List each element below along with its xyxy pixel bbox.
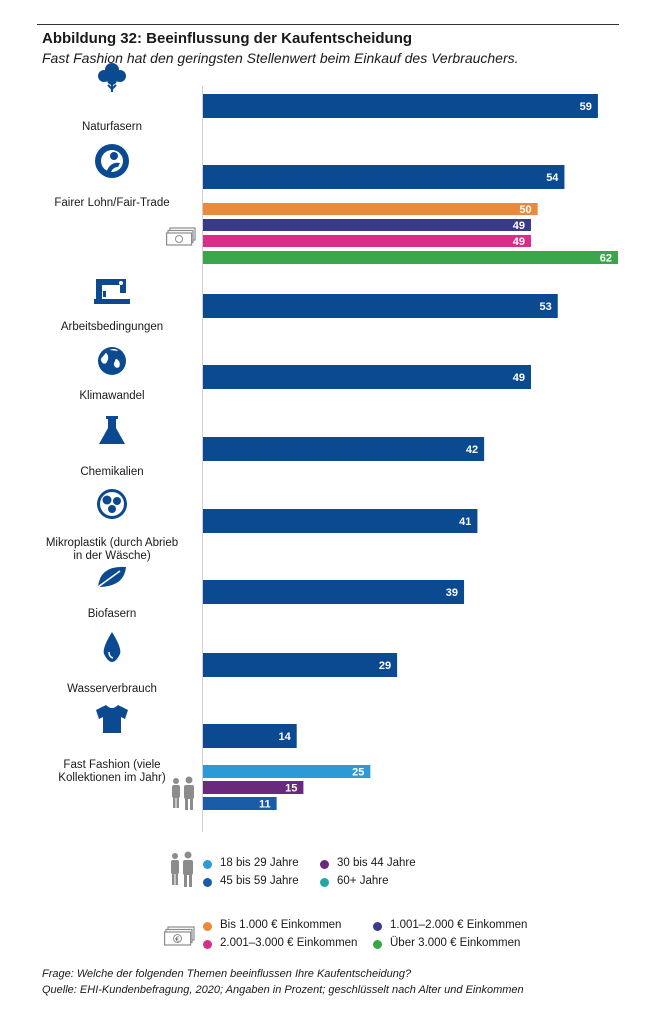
chart-title: Abbildung 32: Beeinflussung der Kaufents… [42, 30, 413, 47]
people-icon [171, 851, 193, 887]
sewing-machine-icon [94, 279, 130, 304]
bar-value-label: 49 [513, 220, 525, 232]
category-label: Biofasern [88, 608, 137, 620]
category-label: Klimawandel [79, 390, 144, 402]
bar-value-label: 15 [285, 783, 297, 795]
bar-total [203, 509, 478, 533]
legend-label: 1.001–2.000 € Einkommen [390, 919, 528, 931]
bar-value-label: 39 [446, 587, 458, 599]
bar-value-label: 29 [379, 660, 391, 672]
bar-total [203, 94, 598, 118]
bar-total [203, 365, 531, 389]
legend-swatch [373, 922, 382, 931]
category-label: Naturfasern [82, 121, 142, 133]
bar-value-label: 62 [600, 253, 612, 265]
bar-total [203, 294, 558, 318]
legend-swatch [320, 878, 329, 887]
water-drop-icon [103, 632, 121, 662]
category-label: Fast Fashion (viele Kollektionen im Jahr) [58, 759, 166, 784]
bar-total [203, 580, 465, 604]
bar-total [203, 653, 398, 677]
bar-inc_2001_3000 [203, 235, 531, 247]
legend-label: 30 bis 44 Jahre [337, 857, 416, 869]
bar-inc_ueber_3000 [203, 251, 618, 264]
chart-subtitle: Fast Fashion hat den geringsten Stellenw… [42, 50, 519, 66]
category-label: Wasserverbrauch [67, 683, 157, 695]
category-label: Chemikalien [80, 466, 143, 478]
bar-age_30_44 [203, 781, 304, 794]
bar-value-label: 11 [259, 799, 271, 811]
legend-label: 60+ Jahre [337, 875, 389, 887]
bar-value-label: 0 [209, 815, 215, 827]
footer-source: Quelle: EHI-Kundenbefragung, 2020; Angab… [42, 984, 524, 996]
legend-label: Bis 1.000 € Einkommen [220, 919, 342, 931]
bar-value-label: 41 [459, 516, 471, 528]
legend-swatch [203, 940, 212, 949]
top-rule [37, 24, 619, 25]
svg-text:€: € [175, 936, 179, 944]
legend-swatch [373, 940, 382, 949]
bar-age_45_59 [203, 797, 277, 810]
bar-age_18_29 [203, 765, 371, 778]
bar-total [203, 437, 485, 461]
tshirt-icon [96, 705, 128, 733]
category-label: Fairer Lohn/Fair-Trade [54, 197, 169, 209]
money-icon: € [164, 926, 195, 946]
legend-label: 45 bis 59 Jahre [220, 875, 299, 887]
bar-value-label: 49 [513, 372, 525, 384]
legend-label: 2.001–3.000 € Einkommen [220, 937, 358, 949]
bar-value-label: 54 [546, 172, 559, 184]
bar-value-label: 50 [519, 204, 531, 216]
flask-icon [99, 416, 125, 444]
legend-label: Über 3.000 € Einkommen [390, 937, 521, 949]
legend-swatch [203, 922, 212, 931]
category-label: Mikroplastik (durch Abrieb in der Wäsche) [46, 537, 178, 562]
legend-label: 18 bis 29 Jahre [220, 857, 299, 869]
bar-value-label: 59 [580, 101, 592, 113]
leaf-icon [97, 566, 126, 588]
people-icon [172, 776, 194, 810]
globe-icon [98, 347, 126, 375]
handshake-icon [95, 144, 129, 178]
bar-total [203, 724, 297, 748]
cotton-plant-icon [98, 63, 126, 92]
bar-inc_1001_2000 [203, 219, 531, 231]
bar-chart: Naturfasern 59 Fairer Lohn/Fair-Trade 54 50 4… [45, 63, 618, 827]
bar-value-label: 49 [513, 236, 525, 248]
bar-inc_bis_1000 [203, 203, 538, 215]
legend-swatch [203, 878, 212, 887]
baseline-axis [202, 86, 203, 832]
bar-total [203, 165, 565, 189]
legend-swatch [320, 860, 329, 869]
footer-question: Frage: Welche der folgenden Themen beein… [42, 968, 412, 980]
bar-value-label: 25 [352, 767, 364, 779]
money-icon [166, 227, 196, 246]
category-label: Arbeitsbedingungen [61, 321, 163, 333]
bar-value-label: 53 [540, 301, 552, 313]
bar-value-label: 42 [466, 444, 478, 456]
legend-swatch [203, 860, 212, 869]
bar-value-label: 14 [278, 731, 291, 743]
microplastic-icon [97, 489, 127, 519]
